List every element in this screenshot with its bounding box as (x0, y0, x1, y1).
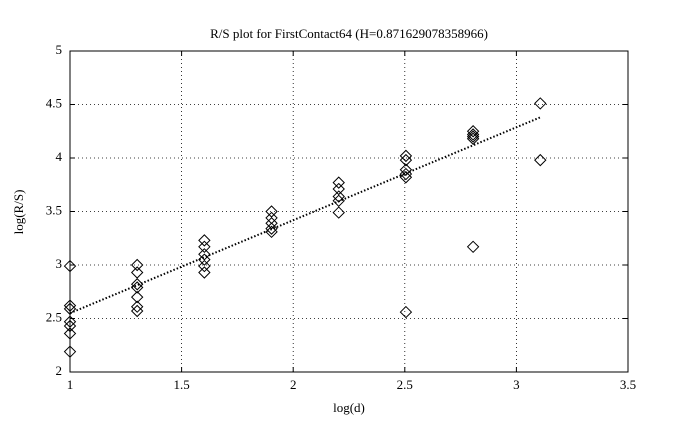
data-point (332, 206, 345, 219)
data-point (265, 205, 278, 218)
fit-line (69, 116, 541, 315)
chart-title: R/S plot for FirstContact64 (H=0.8716290… (210, 26, 488, 41)
x-tick-label: 3.5 (620, 377, 636, 392)
y-tick-label: 3 (56, 256, 63, 271)
y-tick-label: 5 (56, 42, 63, 57)
data-point (332, 176, 345, 189)
data-point (63, 299, 77, 312)
data-point (63, 327, 77, 340)
data-point (399, 305, 413, 319)
y-tick-label: 4.5 (46, 95, 62, 110)
plot-frame (69, 50, 629, 373)
data-point (130, 281, 144, 294)
data-point (332, 182, 345, 196)
data-point (130, 304, 144, 318)
data-point (198, 240, 211, 254)
data-point (466, 125, 480, 138)
y-axis-label: log(R/S) (11, 190, 26, 235)
data-point (534, 97, 547, 110)
data-point (63, 319, 77, 333)
data-point (63, 302, 77, 316)
data-point (534, 153, 547, 167)
data-point (399, 149, 413, 163)
x-tick-label: 1 (67, 377, 74, 392)
data-point (130, 258, 144, 272)
data-point (198, 234, 211, 247)
data-point (63, 259, 77, 273)
data-point (130, 266, 144, 279)
data-point (63, 345, 77, 358)
x-tick-label: 3 (513, 377, 520, 392)
data-point (399, 153, 413, 167)
x-tick-label: 2 (290, 377, 297, 392)
y-tick-label: 4 (56, 149, 63, 164)
data-point (399, 171, 413, 184)
data-point (466, 240, 480, 254)
data-point (130, 290, 144, 304)
data-point (130, 278, 144, 291)
y-tick-label: 2.5 (46, 309, 62, 324)
x-tick-label: 1.5 (173, 377, 189, 392)
data-point (63, 315, 77, 328)
y-tick-label: 3.5 (46, 202, 62, 217)
data-point (198, 259, 211, 273)
data-point (399, 163, 413, 176)
x-axis-label: log(d) (333, 400, 365, 415)
data-point (265, 222, 278, 235)
data-point (198, 248, 211, 261)
data-point (466, 132, 480, 145)
data-point (466, 130, 480, 143)
y-tick-label: 2 (56, 363, 63, 378)
data-point (130, 300, 144, 313)
data-point (466, 128, 480, 141)
data-point (198, 266, 211, 279)
x-tick-label: 2.5 (397, 377, 413, 392)
data-point (198, 253, 211, 266)
